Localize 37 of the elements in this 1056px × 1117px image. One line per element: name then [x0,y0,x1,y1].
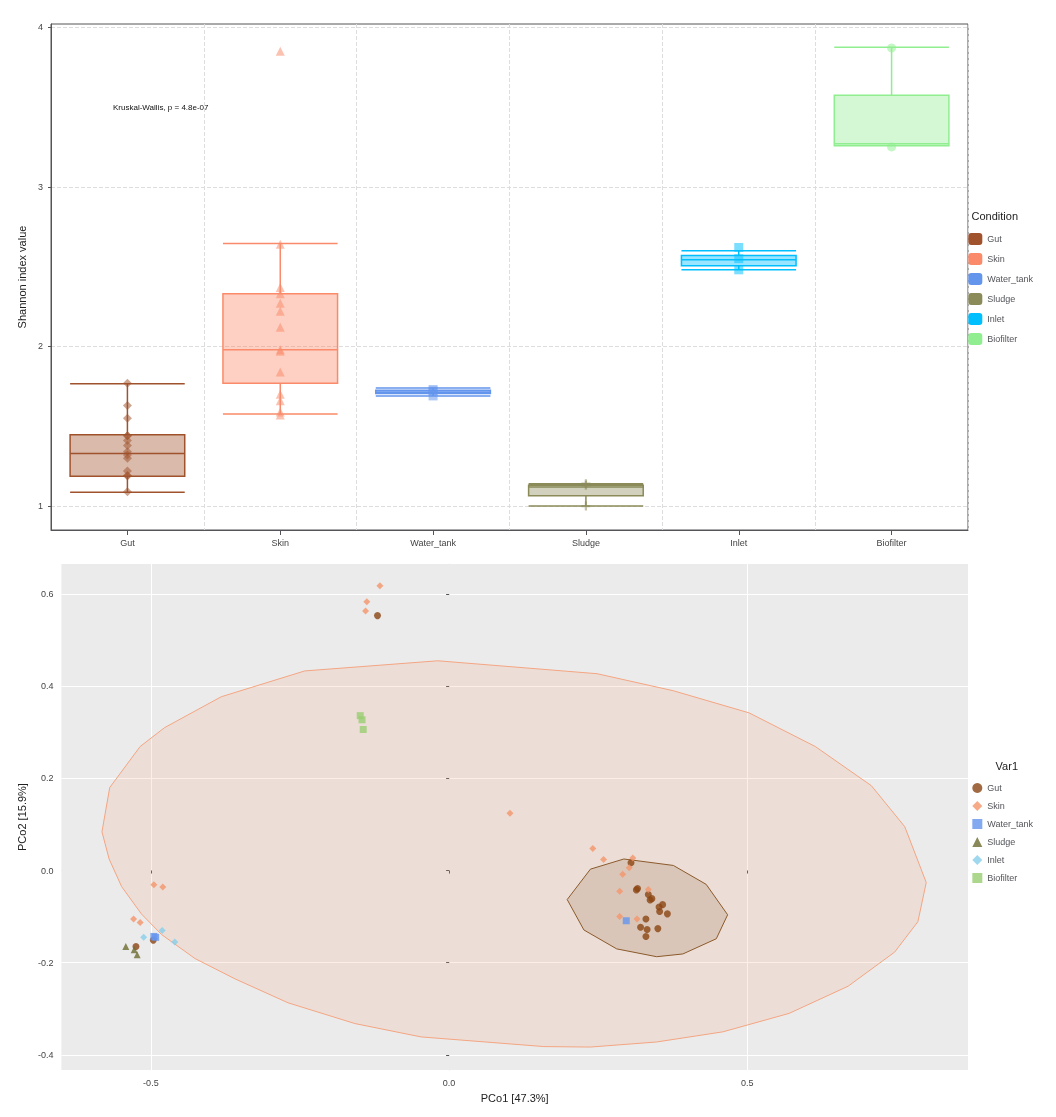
y-tick-label: 0.2 [40,773,54,784]
x-tick-label: Skin [271,537,290,548]
x-tick-label: Water_tank [410,537,457,548]
legend-label: Skin [987,801,1005,811]
x-tick-label: 0.5 [741,1077,754,1088]
legend-label: Inlet [987,855,1005,865]
y-tick-label: 0.0 [40,865,54,876]
legend-label: Gut [987,783,1003,793]
legend-label: Water_tank [987,819,1034,829]
legend-label: Skin [987,254,1005,264]
legend-label: Water_tank [987,274,1034,284]
legend-label: Biofilter [987,873,1018,883]
x-tick-label: -0.5 [143,1077,159,1088]
y-tick-label: 4 [37,22,43,33]
y-axis-title: Shannon index value [15,225,28,329]
y-tick-label: 0.4 [40,681,54,692]
y-tick-label: 1 [37,501,43,512]
y-tick-label: 2 [37,341,43,352]
legend-label: Gut [987,234,1003,244]
x-axis-title: PCo1 [47.3%] [480,1091,549,1104]
annotation: Kruskal-Wallis, p = 4.8e-07 [113,102,210,112]
y-tick-label: 0.6 [40,588,54,599]
legend-title: Var1 [995,759,1018,772]
y-tick-label: -0.4 [37,1049,54,1060]
y-tick-label: 3 [37,181,43,192]
x-tick-label: 0.0 [442,1077,456,1088]
y-tick-label: -0.2 [37,957,54,968]
legend-label: Sludge [987,294,1016,304]
x-tick-label: Inlet [730,537,748,548]
legend-title: Condition [971,209,1019,222]
x-tick-label: Sludge [571,537,600,548]
x-tick-label: Biofilter [876,537,907,548]
legend-label: Biofilter [987,334,1018,344]
x-tick-label: Gut [120,537,136,548]
legend-label: Sludge [987,837,1016,847]
y-axis-title: PCo2 [15.9%] [15,783,28,851]
legend-label: Inlet [987,314,1005,324]
